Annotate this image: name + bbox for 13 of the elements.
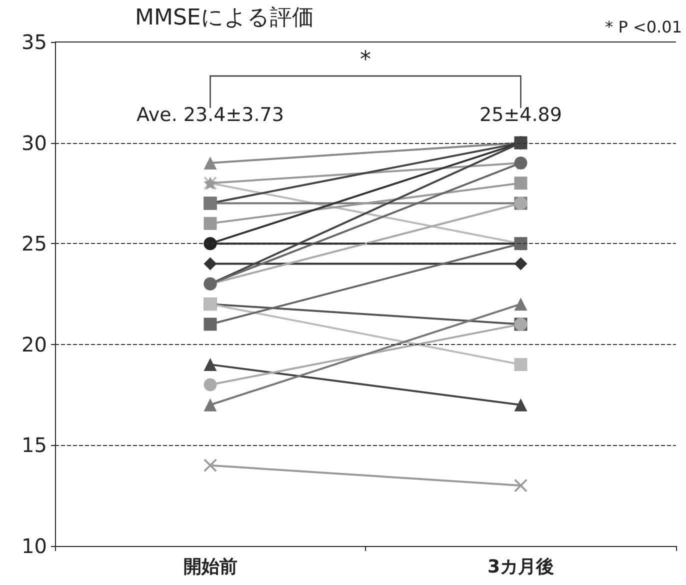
annotation: 25±4.89 (480, 104, 562, 126)
x-tick-label: 開始前 (183, 556, 238, 578)
y-tick-label: 20 (22, 332, 47, 356)
y-tick-label: 25 (22, 232, 47, 256)
y-tick-label: 15 (22, 433, 47, 458)
y-tick-label: 30 (22, 130, 47, 155)
chart-title: MMSEによる評価 (135, 6, 314, 30)
annotation: * (360, 48, 371, 72)
annotation: Ave. 23.4±3.73 (136, 104, 284, 126)
y-tick-label: 10 (22, 534, 47, 558)
x-tick-label: 3カ月後 (487, 556, 554, 578)
y-tick-label: 35 (22, 30, 47, 54)
text: * P <0.01 (605, 18, 682, 36)
